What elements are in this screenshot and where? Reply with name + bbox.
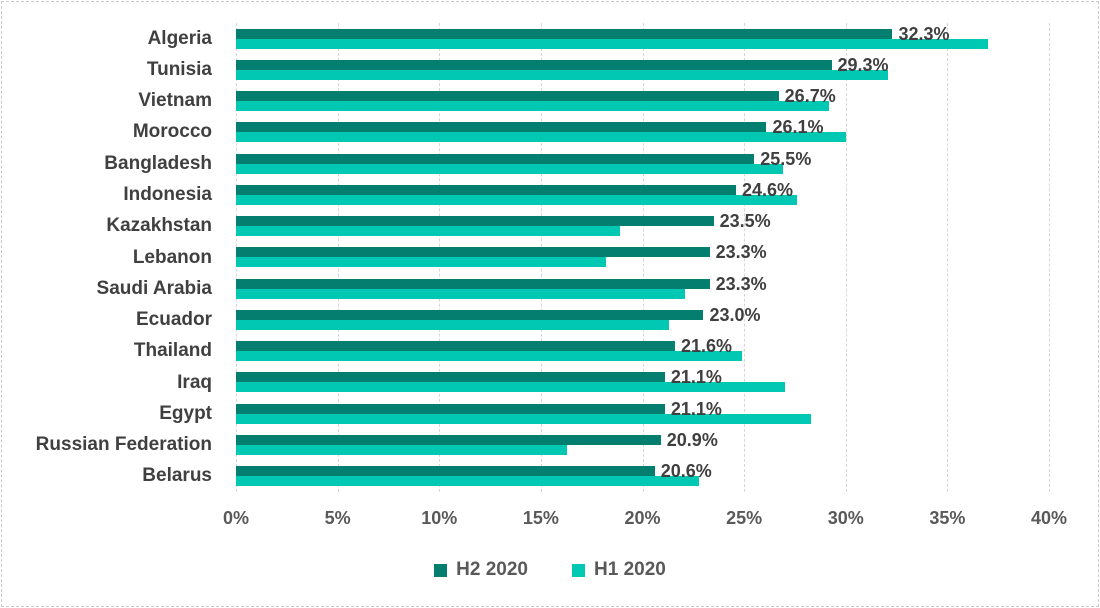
category-label-lebanon: Lebanon (132, 246, 212, 268)
data-label-h2-2020-russian-federation: 20.9% (666, 429, 718, 450)
category-label-belarus: Belarus (142, 465, 212, 487)
bar-h1-2020-indonesia (236, 194, 797, 205)
bar-h1-2020-russian-federation (236, 444, 568, 455)
legend-swatch-h2-2020-icon (434, 563, 448, 577)
category-label-tunisia: Tunisia (146, 58, 212, 80)
x-tick-label-15: 15% (522, 508, 559, 528)
bar-h2-2020-morocco (236, 122, 767, 133)
bar-h2-2020-russian-federation (236, 434, 661, 445)
bar-h1-2020-iraq (236, 382, 785, 393)
bar-h2-2020-tunisia (236, 59, 832, 70)
legend-item-h1-2020: H1 2020 (572, 559, 666, 581)
bar-h1-2020-morocco (236, 132, 846, 143)
gridline-35 (947, 23, 949, 492)
category-label-vietnam: Vietnam (138, 90, 212, 112)
bar-h2-2020-lebanon (236, 247, 710, 258)
data-label-h2-2020-tunisia: 29.3% (837, 54, 889, 75)
data-label-h2-2020-iraq: 21.1% (670, 367, 722, 388)
bar-h2-2020-egypt (236, 403, 665, 414)
bar-h1-2020-kazakhstan (236, 226, 621, 237)
data-label-h2-2020-vietnam: 26.7% (784, 86, 836, 107)
x-tick-label-0: 0% (222, 508, 249, 528)
bar-h1-2020-ecuador (236, 319, 669, 330)
bar-h2-2020-vietnam (236, 91, 779, 102)
bar-h1-2020-thailand (236, 351, 743, 362)
bar-h2-2020-saudi-arabia (236, 278, 710, 289)
category-label-thailand: Thailand (133, 340, 212, 362)
legend-label-h2-2020: H2 2020 (456, 559, 528, 580)
category-label-morocco: Morocco (132, 121, 212, 143)
bar-h2-2020-kazakhstan (236, 216, 714, 227)
gridline-25 (744, 23, 746, 492)
bar-h2-2020-algeria (236, 28, 893, 39)
data-label-h2-2020-algeria: 32.3% (898, 23, 950, 44)
data-label-h2-2020-morocco: 26.1% (772, 117, 824, 138)
legend-swatch-h1-2020-icon (572, 563, 585, 577)
category-label-ecuador: Ecuador (135, 309, 212, 331)
legend-item-h2-2020: H2 2020 (434, 559, 528, 581)
data-label-h2-2020-kazakhstan: 23.5% (719, 211, 771, 232)
bar-h2-2020-belarus (236, 466, 655, 477)
bar-h1-2020-tunisia (236, 69, 889, 80)
x-tick-label-20: 20% (624, 508, 661, 528)
bar-h2-2020-bangladesh (236, 153, 755, 164)
category-label-bangladesh: Bangladesh (104, 152, 212, 174)
gridline-20 (642, 23, 644, 492)
x-tick-label-10: 10% (421, 508, 458, 528)
bar-h1-2020-belarus (236, 476, 700, 487)
data-label-h2-2020-ecuador: 23.0% (709, 304, 761, 325)
data-label-h2-2020-saudi-arabia: 23.3% (715, 273, 767, 294)
bar-h1-2020-egypt (236, 413, 812, 424)
data-label-h2-2020-lebanon: 23.3% (715, 242, 767, 263)
plot-area (236, 23, 1050, 492)
category-label-indonesia: Indonesia (123, 183, 212, 205)
legend-label-h1-2020: H1 2020 (594, 559, 666, 580)
category-label-russian-federation: Russian Federation (35, 434, 212, 456)
data-label-h2-2020-indonesia: 24.6% (741, 179, 794, 200)
gridline-40 (1049, 23, 1050, 492)
bar-h2-2020-indonesia (236, 184, 736, 195)
bar-h2-2020-ecuador (236, 309, 704, 320)
data-label-h2-2020-thailand: 21.6% (681, 336, 733, 357)
x-tick-label-5: 5% (324, 508, 351, 528)
legend: H2 2020 H1 2020 (0, 559, 1100, 581)
category-label-algeria: Algeria (147, 27, 212, 49)
bar-h1-2020-algeria (236, 38, 989, 49)
bar-h2-2020-thailand (236, 341, 676, 352)
x-tick-label-35: 35% (929, 508, 966, 528)
bar-h1-2020-saudi-arabia (236, 288, 686, 299)
bar-h1-2020-bangladesh (236, 163, 783, 174)
category-label-iraq: Iraq (177, 371, 212, 393)
x-tick-label-40: 40% (1030, 508, 1068, 528)
category-label-saudi-arabia: Saudi Arabia (96, 277, 212, 299)
category-label-kazakhstan: Kazakhstan (106, 215, 212, 237)
data-label-h2-2020-belarus: 20.6% (660, 461, 712, 482)
bar-h2-2020-iraq (236, 372, 665, 383)
bar-h1-2020-lebanon (236, 257, 606, 268)
data-label-h2-2020-egypt: 21.1% (670, 398, 722, 419)
data-label-h2-2020-bangladesh: 25.5% (760, 148, 812, 169)
bar-h1-2020-vietnam (236, 101, 830, 112)
x-tick-label-30: 30% (827, 508, 864, 528)
gridline-30 (845, 23, 847, 492)
category-label-egypt: Egypt (159, 402, 212, 424)
x-tick-label-25: 25% (726, 508, 763, 528)
